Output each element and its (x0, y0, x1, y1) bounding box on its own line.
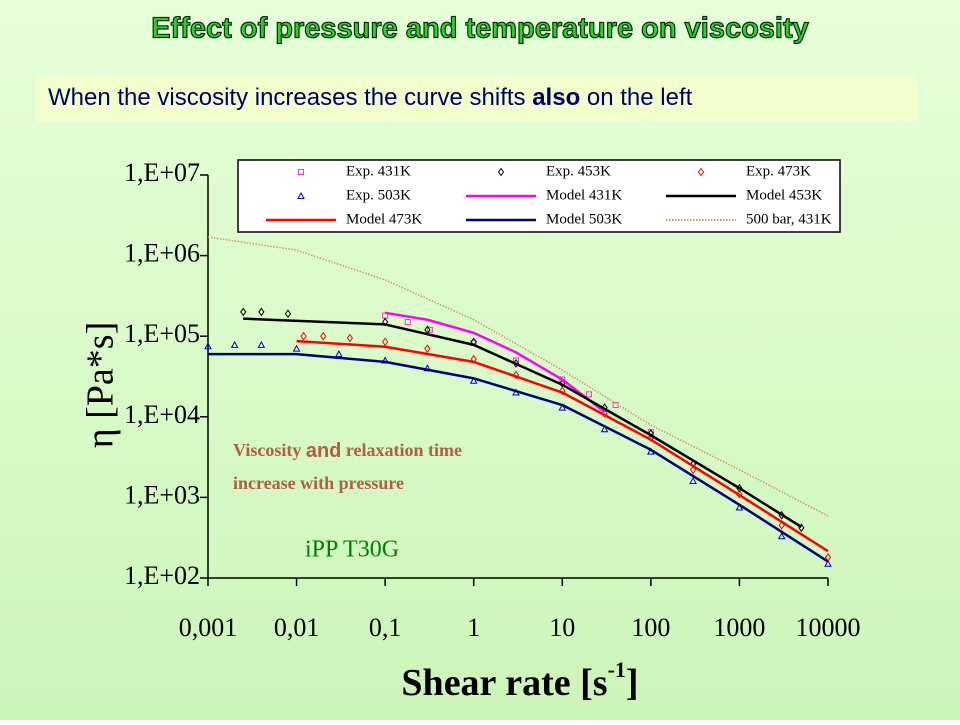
x-tick-label: 0,1 (369, 613, 402, 642)
data-point (424, 344, 431, 354)
data-point (426, 326, 433, 333)
legend-label: Model 453K (746, 187, 822, 203)
subtitle: When the viscosity increases the curve s… (48, 84, 693, 111)
x-tick-label: 0,01 (274, 613, 320, 642)
data-point (690, 465, 697, 475)
data-point (469, 376, 478, 384)
data-point (558, 403, 567, 411)
x-label-sup: -1 (608, 657, 626, 682)
legend-swatch (298, 169, 304, 175)
y-tick-label: 1,E+02 (124, 561, 200, 590)
subtitle-bold: also (532, 84, 580, 111)
data-point (257, 340, 266, 348)
legend-swatch (697, 167, 705, 177)
data-point (300, 331, 307, 341)
legend-label: Exp. 453K (546, 163, 611, 179)
model-line (296, 339, 829, 553)
x-tick-label: 10 (549, 613, 575, 642)
data-point (230, 340, 239, 348)
data-point (559, 386, 566, 396)
x-tick-label: 10000 (796, 613, 861, 642)
y-axis-label: η [Pa*s] (80, 322, 122, 448)
x-tick-label: 1000 (713, 613, 765, 642)
subtitle-part: When the viscosity increases the curve s… (48, 84, 532, 111)
x-label-end: ] (626, 662, 639, 704)
legend-label: Model 473K (346, 211, 422, 227)
annotation-part: relaxation time (341, 440, 462, 460)
annotation-part: and (306, 440, 342, 462)
legend-label: Exp. 431K (346, 163, 411, 179)
data-point (292, 344, 301, 352)
y-tick-label: 1,E+05 (124, 319, 200, 348)
model-line (208, 352, 829, 563)
y-tick-label: 1,E+07 (124, 158, 200, 187)
annotation-2: iPP T30G (305, 537, 399, 563)
annotation: increase with pressure (233, 473, 404, 493)
y-tick-label: 1,E+03 (124, 480, 200, 509)
data-point (585, 391, 592, 398)
subtitle-box (35, 75, 918, 122)
x-label-text: Shear rate [s (401, 662, 607, 704)
legend-label: Model 431K (546, 187, 622, 203)
legend-label: 500 bar, 431K (746, 211, 832, 227)
y-tick-label: 1,E+04 (124, 400, 200, 429)
data-point (284, 309, 292, 319)
data-point (204, 342, 212, 350)
x-tick-label: 100 (631, 613, 670, 642)
data-point (258, 307, 265, 317)
legend-label: Exp. 503K (346, 187, 411, 203)
data-point (512, 370, 520, 380)
plot: 1,E+02 1,E+03 1,E+04 1,E+05 1,E+06 1,E+07 0,00… (124, 158, 861, 642)
data-point (824, 559, 832, 567)
data-point (647, 429, 654, 438)
data-point (382, 337, 389, 347)
annotation: Viscosity and relaxation time (233, 440, 462, 462)
legend-label: Exp. 473K (746, 163, 811, 179)
legend-swatch (497, 167, 505, 177)
x-tick-label: 0,001 (179, 613, 238, 642)
data-point (601, 409, 608, 418)
x-axis-label: Shear rate [s-1] (401, 657, 638, 704)
data-point (777, 532, 786, 540)
model-line (384, 311, 606, 413)
model-line (207, 236, 829, 517)
title: Effect of pressure and temperature on vi… (151, 13, 809, 45)
model-line (243, 317, 803, 529)
legend-swatch (297, 191, 305, 199)
annotation-part: Viscosity (233, 440, 306, 460)
data-point (240, 307, 247, 317)
subtitle-part: on the left (580, 84, 692, 111)
x-tick-label: 1 (467, 613, 480, 642)
y-tick-label: 1,E+06 (124, 239, 200, 268)
data-point (320, 331, 327, 341)
data-point (689, 476, 697, 484)
data-point (600, 425, 609, 433)
legend-box (237, 159, 841, 233)
data-point (404, 319, 411, 326)
data-point (559, 376, 566, 383)
data-point (346, 333, 354, 343)
legend-label: Model 503K (546, 211, 622, 227)
